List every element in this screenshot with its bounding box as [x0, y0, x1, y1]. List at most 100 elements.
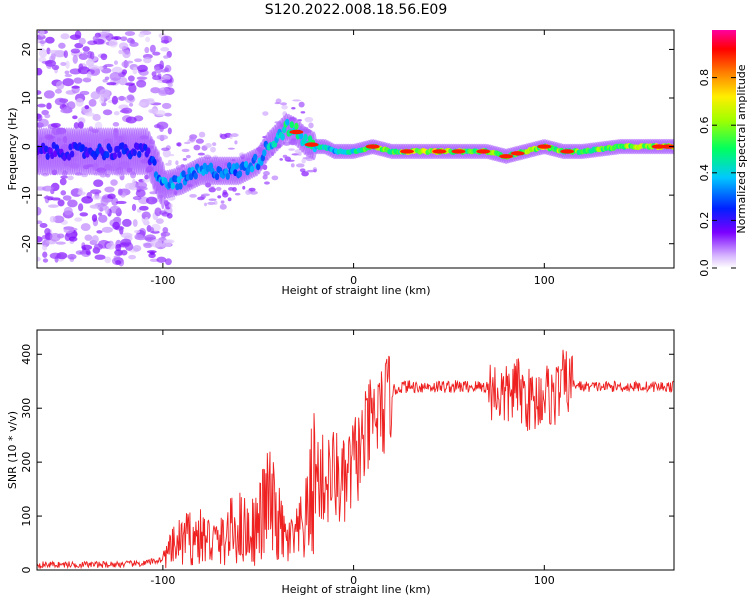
- spectral-noise-blob: [234, 192, 241, 196]
- spectral-noise-blob: [110, 179, 118, 186]
- x-tick-label: 0: [350, 574, 357, 587]
- spectral-noise-blob: [292, 99, 301, 102]
- spectral-noise-blob: [151, 71, 157, 77]
- spectral-noise-blob: [38, 56, 47, 63]
- spectral-noise-blob: [128, 83, 137, 93]
- spectral-noise-blob: [161, 147, 170, 151]
- spectral-noise-blob: [166, 212, 173, 219]
- spectral-noise-blob: [135, 181, 148, 190]
- spectral-noise-blob: [90, 91, 101, 100]
- y-tick-label: -10: [20, 186, 33, 204]
- y-tick-label: 100: [20, 506, 33, 527]
- spectral-noise-blob: [219, 203, 227, 210]
- spectral-ridge-cell: [69, 150, 75, 158]
- spectral-noise-blob: [263, 171, 270, 176]
- spectral-noise-blob: [65, 60, 70, 69]
- spectral-peak: [432, 149, 447, 154]
- spectral-noise-blob: [79, 212, 89, 217]
- spectral-noise-blob: [64, 70, 70, 75]
- spectral-noise-blob: [37, 113, 43, 122]
- spectral-noise-blob: [46, 47, 51, 55]
- colorbar-tick-label: 0.4: [698, 164, 711, 182]
- spectral-ridge-cell: [45, 152, 50, 160]
- spectral-noise-blob: [91, 204, 99, 209]
- spectral-noise-blob: [60, 190, 67, 196]
- spectral-noise-blob: [113, 36, 122, 40]
- spectral-noise-blob: [81, 244, 93, 251]
- spectral-ridge-cell: [146, 147, 151, 155]
- spectral-noise-blob: [220, 133, 228, 140]
- spectral-noise-blob: [98, 212, 103, 216]
- spectral-noise-blob: [91, 235, 99, 244]
- spectral-noise-blob: [155, 218, 164, 225]
- spectral-noise-blob: [71, 85, 80, 89]
- spectral-noise-blob: [49, 215, 56, 223]
- spectral-noise-blob: [126, 94, 135, 101]
- spectral-ridge-cell: [193, 172, 198, 180]
- x-tick-label: -100: [150, 274, 175, 287]
- spectral-noise-blob: [105, 242, 116, 250]
- spectral-noise-blob: [43, 195, 54, 200]
- spectral-ridge-cell: [108, 145, 113, 153]
- spectral-noise-blob: [162, 149, 171, 158]
- spectral-noise-blob: [132, 244, 142, 252]
- spectral-noise-blob: [291, 153, 300, 156]
- spectral-noise-blob: [113, 111, 120, 116]
- spectral-noise-blob: [155, 110, 166, 117]
- spectral-noise-blob: [84, 105, 90, 110]
- spectral-noise-blob: [234, 140, 238, 145]
- spectral-noise-blob: [168, 159, 172, 164]
- spectral-noise-blob: [162, 226, 169, 234]
- spectral-ridge-cell: [170, 182, 175, 190]
- spectral-noise-blob: [37, 236, 43, 243]
- spectral-noise-blob: [105, 173, 111, 178]
- spectral-noise-blob: [70, 48, 81, 54]
- spectral-noise-blob: [67, 199, 78, 208]
- spectral-noise-blob: [138, 102, 147, 107]
- spectral-noise-blob: [101, 67, 112, 74]
- spectral-noise-blob: [242, 185, 246, 190]
- spectral-noise-blob: [189, 193, 197, 198]
- spectral-noise-blob: [54, 97, 66, 106]
- spectral-noise-blob: [298, 101, 305, 108]
- spectral-noise-blob: [111, 197, 119, 206]
- spectral-noise-blob: [98, 214, 108, 223]
- spectral-noise-blob: [121, 61, 130, 68]
- spectral-noise-blob: [139, 205, 149, 211]
- spectral-peak: [499, 154, 514, 159]
- spectral-noise-blob: [208, 198, 217, 202]
- spectral-noise-blob: [78, 187, 83, 195]
- colorbar-tick-label: 0.0: [698, 259, 711, 277]
- spectral-ridge-cell: [225, 172, 230, 180]
- spectral-noise-blob: [138, 32, 145, 38]
- spectral-noise-blob: [124, 82, 136, 86]
- spectral-noise-blob: [74, 217, 83, 222]
- spectral-noise-blob: [45, 36, 55, 44]
- spectral-noise-blob: [72, 54, 78, 64]
- spectral-noise-blob: [169, 154, 175, 157]
- spectral-noise-blob: [181, 148, 190, 153]
- spectral-noise-blob: [207, 201, 216, 205]
- x-tick-label: 100: [534, 274, 555, 287]
- spectral-noise-blob: [150, 87, 161, 94]
- y-tick-label: -20: [20, 235, 33, 253]
- spectral-noise-blob: [37, 90, 42, 95]
- spectral-noise-blob: [182, 158, 188, 161]
- spectrogram-x-label: Height of straight line (km): [281, 284, 430, 297]
- spectral-noise-blob: [230, 133, 239, 138]
- spectral-noise-blob: [47, 204, 59, 208]
- spectral-noise-blob: [193, 144, 201, 151]
- spectral-noise-blob: [104, 76, 110, 81]
- spectral-noise-blob: [86, 59, 95, 67]
- spectral-noise-blob: [63, 206, 73, 216]
- spectral-noise-blob: [100, 53, 108, 61]
- spectral-noise-blob: [149, 44, 156, 53]
- spectral-noise-blob: [101, 226, 114, 233]
- spectral-noise-blob: [136, 79, 147, 88]
- spectral-noise-blob: [67, 253, 77, 260]
- spectral-noise-blob: [94, 254, 106, 260]
- spectral-peak: [537, 144, 552, 149]
- spectral-noise-blob: [84, 234, 93, 241]
- colorbar-label: Normalized spectral amplitude: [735, 64, 748, 233]
